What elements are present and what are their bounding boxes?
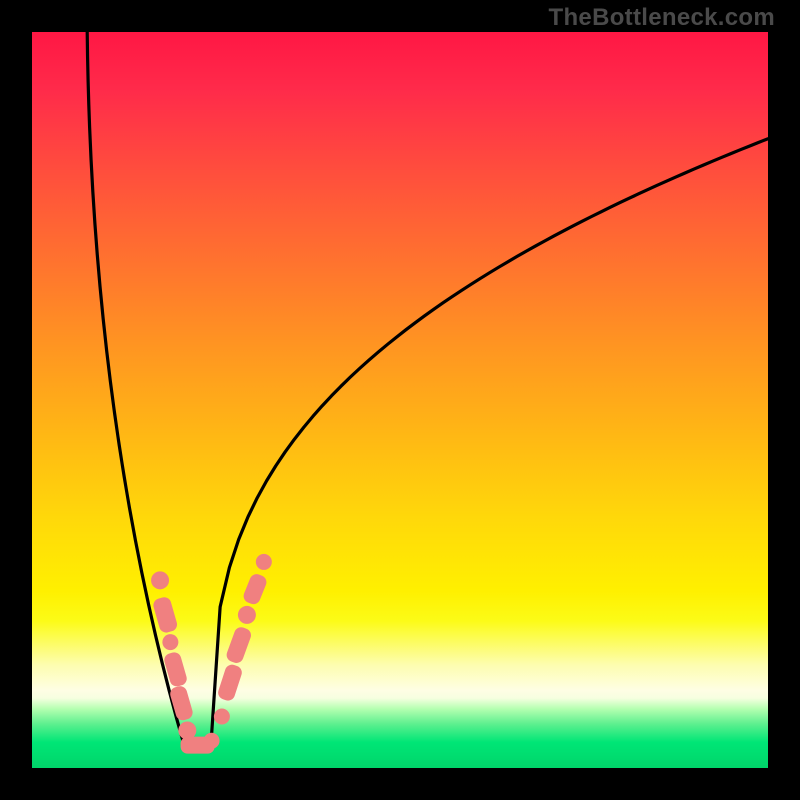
chart-stage: TheBottleneck.com <box>0 0 800 800</box>
watermark-text: TheBottleneck.com <box>549 4 775 32</box>
plot-gradient-bg <box>32 32 768 768</box>
